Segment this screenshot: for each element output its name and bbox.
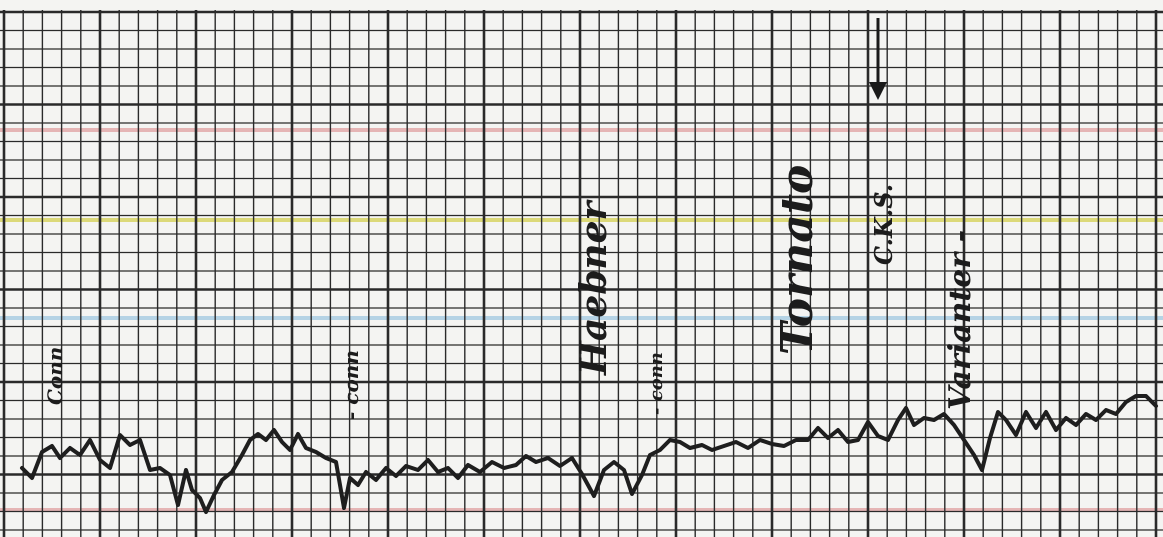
annotation-name-1: Haebner — [573, 199, 615, 376]
annotation-conn-1: Conn — [43, 347, 67, 405]
color-bands — [0, 128, 1163, 512]
annotation-initials: C.K.S. — [869, 184, 898, 265]
down-arrow-icon — [869, 18, 887, 100]
annotation-conn-3: - conn — [646, 352, 667, 415]
minor-grid — [0, 10, 1163, 537]
annotation-conn-2: - conn — [339, 350, 363, 420]
color-band — [0, 316, 1163, 320]
color-band — [0, 508, 1163, 512]
color-band — [0, 218, 1163, 222]
signal-trace — [20, 394, 1158, 514]
major-grid — [0, 10, 1163, 537]
color-band — [0, 128, 1163, 132]
annotation-name-2: Tornato — [772, 165, 823, 355]
annotation-name-3: Varianter - — [943, 230, 978, 410]
